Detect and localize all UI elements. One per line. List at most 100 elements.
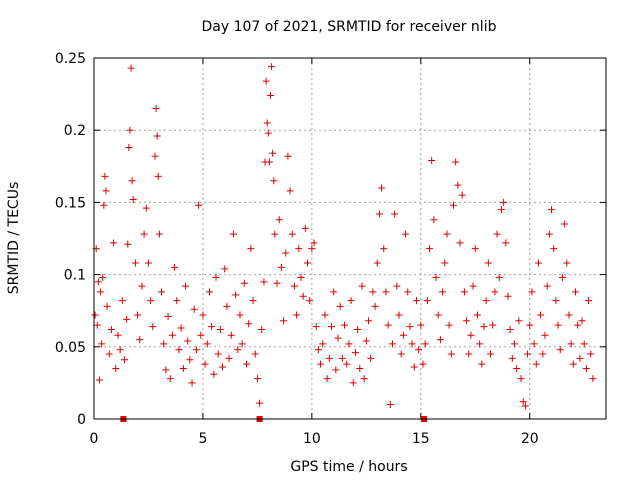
data-point	[94, 278, 102, 286]
data-point	[129, 196, 137, 204]
data-point	[571, 288, 579, 296]
data-point	[140, 230, 148, 238]
data-point	[264, 129, 272, 137]
data-point	[504, 292, 512, 300]
data-point	[321, 311, 329, 319]
data-point	[123, 315, 131, 323]
data-point	[127, 64, 135, 72]
data-point	[445, 321, 453, 329]
data-point	[423, 297, 431, 305]
y-tick-label: 0.25	[55, 51, 86, 67]
data-point	[238, 340, 246, 348]
data-point	[229, 230, 237, 238]
data-point	[463, 317, 471, 325]
data-point	[526, 321, 534, 329]
data-point	[260, 278, 268, 286]
data-point	[460, 288, 468, 296]
grid	[94, 58, 606, 419]
data-point	[506, 325, 514, 333]
data-point	[482, 297, 490, 305]
data-point	[408, 340, 416, 348]
data-point	[510, 340, 518, 348]
data-point	[210, 370, 218, 378]
data-point	[280, 317, 288, 325]
data-point	[266, 92, 274, 100]
data-point	[556, 346, 564, 354]
data-point	[325, 354, 333, 362]
y-tick-label: 0.2	[64, 123, 86, 139]
data-point	[136, 336, 144, 344]
data-point	[245, 320, 253, 328]
data-point	[393, 282, 401, 290]
data-point	[188, 379, 196, 387]
data-point	[110, 239, 118, 247]
data-point	[417, 321, 425, 329]
data-point	[100, 201, 108, 209]
data-point	[190, 305, 198, 313]
data-point	[182, 282, 190, 290]
data-point	[101, 172, 109, 180]
data-point	[216, 325, 224, 333]
data-point	[569, 360, 577, 368]
data-point	[107, 325, 115, 333]
data-point	[334, 334, 342, 342]
data-point	[467, 331, 475, 339]
data-point	[487, 350, 495, 358]
data-point	[580, 340, 588, 348]
data-point	[124, 240, 132, 248]
data-point	[214, 350, 222, 358]
data-point	[412, 297, 420, 305]
data-point	[97, 288, 105, 296]
data-point	[103, 302, 111, 310]
data-point	[243, 360, 251, 368]
data-point	[273, 279, 281, 287]
data-point	[517, 375, 525, 383]
data-point	[500, 198, 508, 206]
data-point	[410, 363, 418, 371]
data-point	[227, 331, 235, 339]
data-point	[271, 230, 279, 238]
data-point	[112, 364, 120, 372]
data-point	[502, 239, 510, 247]
data-point	[171, 263, 179, 271]
data-point	[295, 245, 303, 253]
data-point	[301, 224, 309, 232]
data-point	[528, 288, 536, 296]
data-point	[434, 311, 442, 319]
data-point	[223, 302, 231, 310]
data-point	[275, 216, 283, 224]
data-point	[454, 181, 462, 189]
data-point	[102, 187, 110, 195]
data-point	[162, 366, 170, 374]
data-point	[304, 259, 312, 267]
data-point	[125, 144, 133, 152]
data-point	[192, 346, 200, 354]
data-point	[251, 350, 259, 358]
data-point	[395, 311, 403, 319]
data-point	[284, 152, 292, 160]
data-point	[576, 354, 584, 362]
data-point	[430, 216, 438, 224]
data-point	[360, 375, 368, 383]
data-point	[199, 311, 207, 319]
data-point	[432, 273, 440, 281]
data-point	[458, 191, 466, 199]
data-point	[426, 245, 434, 253]
data-point	[428, 157, 436, 165]
data-point	[345, 340, 353, 348]
data-point	[317, 360, 325, 368]
data-point	[473, 311, 481, 319]
data-point	[406, 323, 414, 331]
data-point	[351, 349, 359, 357]
y-tick-label: 0	[77, 412, 86, 428]
data-point	[587, 350, 595, 358]
data-point	[149, 323, 157, 331]
data-point	[232, 291, 240, 299]
data-point	[263, 119, 271, 127]
data-point	[236, 311, 244, 319]
data-point	[262, 77, 270, 85]
x-tick-label: 5	[198, 431, 207, 447]
data-point	[290, 282, 298, 290]
data-point	[388, 340, 396, 348]
data-point	[282, 249, 290, 257]
